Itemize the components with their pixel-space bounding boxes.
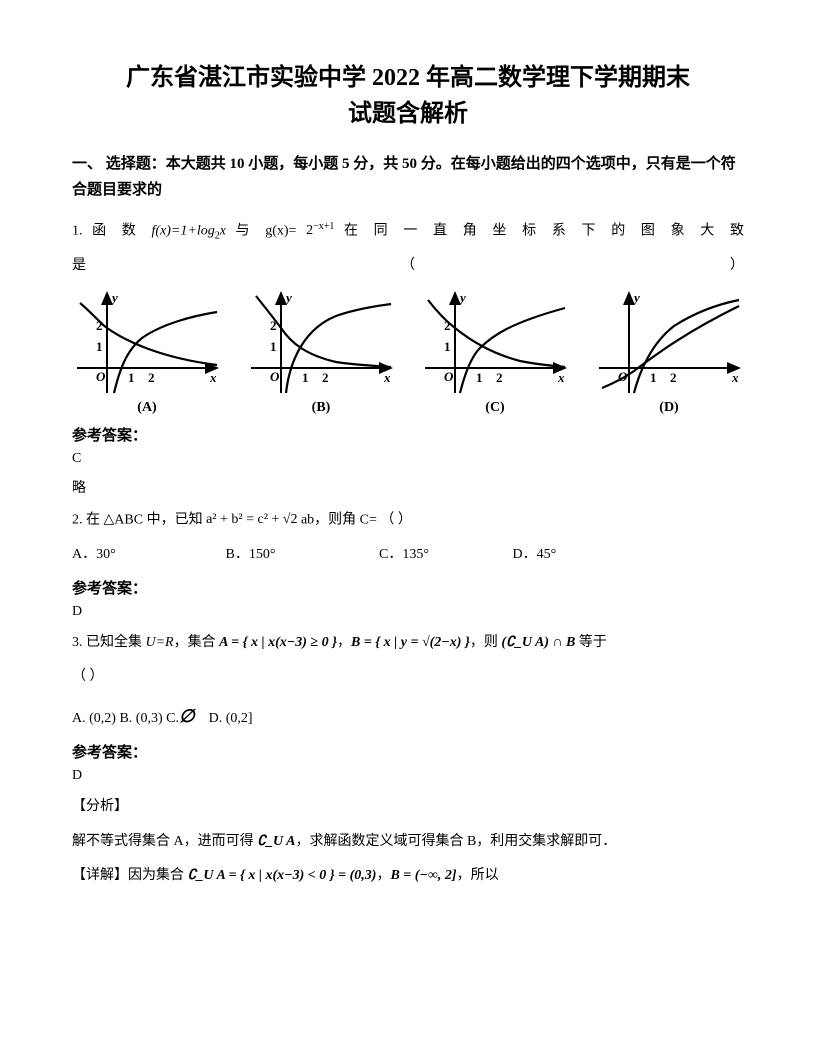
q3-paren: （ ） [72, 664, 744, 691]
svg-text:y: y [284, 290, 292, 305]
q1-answer-label: 参考答案： [72, 424, 744, 445]
svg-text:y: y [458, 290, 466, 305]
svg-text:1: 1 [444, 339, 451, 354]
q2-opt-c: C．135° [379, 542, 509, 569]
svg-text:O: O [96, 369, 106, 384]
title-line1: 广东省湛江市实验中学 2022 年高二数学理下学期期末 [72, 60, 744, 96]
graph-b: y x O 1 2 1 2 (B) [246, 288, 396, 416]
svg-text:2: 2 [496, 370, 503, 385]
graph-b-label: (B) [246, 400, 396, 416]
q3-opt-a: A. (0,2) [72, 706, 116, 733]
svg-text:1: 1 [476, 370, 483, 385]
q1-brief: 略 [72, 477, 744, 497]
svg-text:x: x [731, 370, 739, 385]
graph-c: y x O 1 2 1 2 (C) [420, 288, 570, 416]
graph-d-label: (D) [594, 400, 744, 416]
svg-text:1: 1 [650, 370, 657, 385]
svg-text:1: 1 [128, 370, 135, 385]
graph-c-label: (C) [420, 400, 570, 416]
graph-a: y x O 1 2 1 2 (A) [72, 288, 222, 416]
q1-line1: 1. 函 数 f(x)=1+log2x 与 g(x)= 2−x+1 在 同 一 … [72, 217, 744, 245]
q2-stem: 2. 在 △ABC 中，已知 a² + b² = c² + √2 ab，则角 C… [72, 507, 744, 534]
q3-opt-d: D. (0,2] [209, 706, 253, 733]
q3-options: A. (0,2) B. (0,3) C. ∅ D. (0,2] [72, 699, 744, 733]
q2-opt-d: D．45° [513, 542, 557, 569]
svg-text:2: 2 [322, 370, 329, 385]
svg-text:1: 1 [302, 370, 309, 385]
q3-stem: 3. 已知全集 U=R，集合 A = { x | x(x−3) ≥ 0 }，B … [72, 630, 744, 657]
q3-detail: 【详解】因为集合 ∁_U A = { x | x(x−3) < 0 } = (0… [72, 863, 744, 890]
graph-d: y x O 1 2 (D) [594, 288, 744, 416]
svg-text:O: O [270, 369, 280, 384]
svg-text:2: 2 [148, 370, 155, 385]
q3-answer-label: 参考答案： [72, 741, 744, 762]
q3-opt-b: B. (0,3) [119, 706, 162, 733]
q3-analysis: 解不等式得集合 A，进而可得 ∁_U A，求解函数定义域可得集合 B，利用交集求… [72, 829, 744, 856]
q1-answer: C [72, 451, 744, 467]
q2-answer: D [72, 604, 744, 620]
title-line2: 试题含解析 [72, 96, 744, 132]
q2-opt-b: B．150° [226, 542, 376, 569]
svg-text:x: x [209, 370, 217, 385]
q2-opt-a: A．30° [72, 542, 222, 569]
section-1-heading: 一、 选择题：本大题共 10 小题，每小题 5 分，共 50 分。在每小题给出的… [72, 152, 744, 203]
svg-text:1: 1 [270, 339, 277, 354]
q3-opt-c: C. ∅ [166, 699, 195, 733]
svg-text:y: y [110, 290, 118, 305]
graph-a-label: (A) [72, 400, 222, 416]
svg-text:y: y [632, 290, 640, 305]
q3-answer: D [72, 768, 744, 784]
q2-answer-label: 参考答案： [72, 577, 744, 598]
svg-text:x: x [557, 370, 565, 385]
q1-line2: 是（） [72, 253, 744, 280]
svg-text:O: O [444, 369, 454, 384]
svg-text:x: x [383, 370, 391, 385]
svg-text:1: 1 [96, 339, 103, 354]
svg-text:2: 2 [670, 370, 677, 385]
q2-options: A．30° B．150° C．135° D．45° [72, 542, 744, 569]
q1-graphs: y x O 1 2 1 2 (A) y x O 1 [72, 288, 744, 416]
q3-analysis-label: 【分析】 [72, 794, 744, 821]
